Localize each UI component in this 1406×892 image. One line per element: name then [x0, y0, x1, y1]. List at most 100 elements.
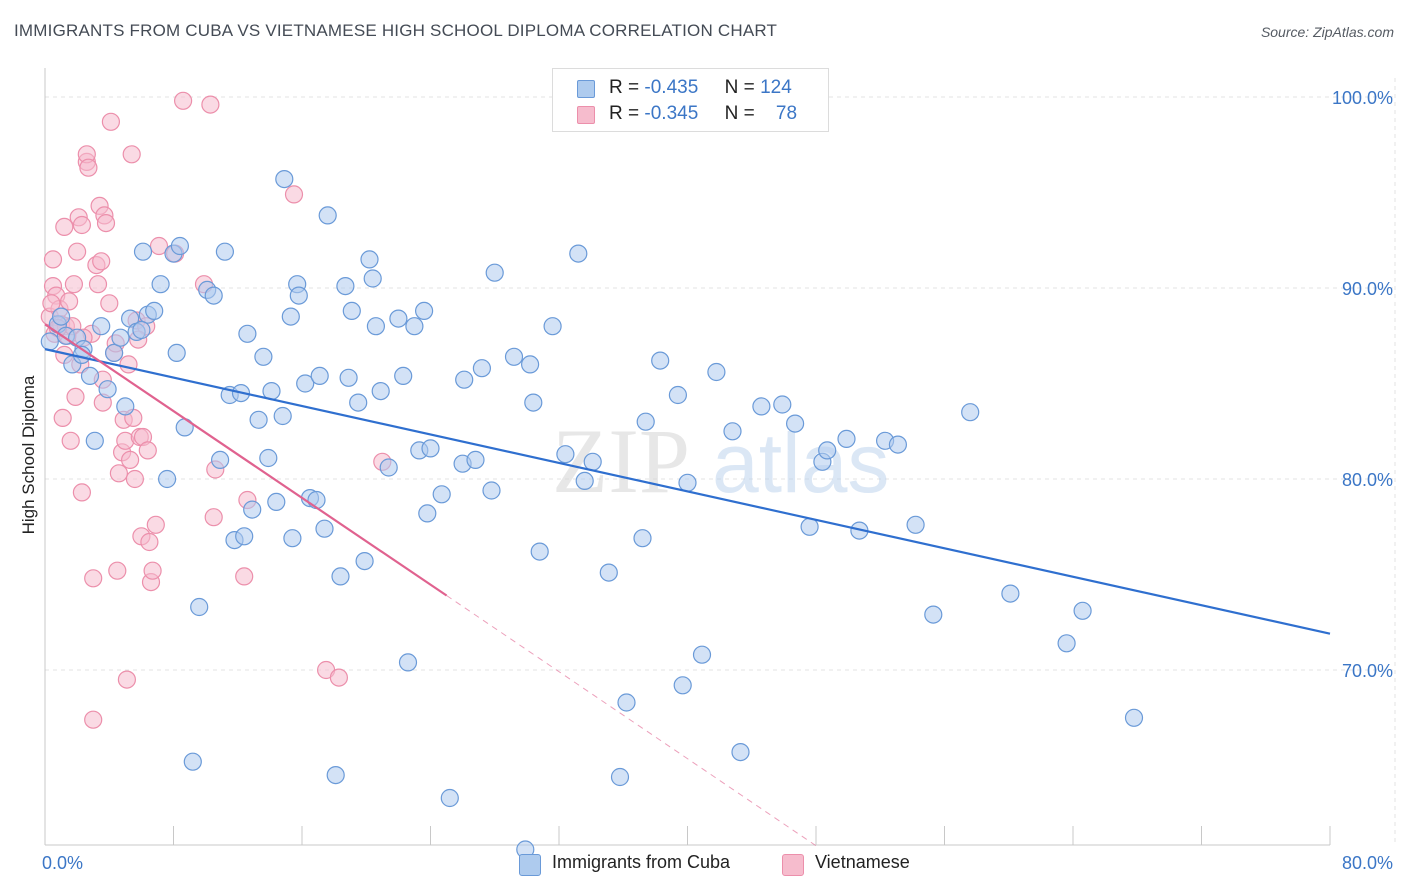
point-cuba — [132, 320, 151, 340]
legend-r-value-cuba: -0.435 — [644, 77, 699, 98]
point-cuba — [116, 397, 135, 416]
point-vietnamese — [101, 112, 121, 131]
point-cuba — [151, 275, 170, 294]
watermark: ZIP atlas — [552, 410, 889, 512]
y-tick-label: 90.0% — [1342, 279, 1393, 299]
point-cuba — [360, 250, 379, 269]
watermark-zip: ZIP — [552, 410, 690, 512]
point-vietnamese — [201, 95, 220, 114]
point-cuba — [307, 490, 326, 510]
y-tick-label: 80.0% — [1342, 470, 1393, 490]
point-vietnamese — [235, 567, 254, 586]
point-cuba — [485, 263, 504, 282]
point-cuba — [1001, 584, 1020, 603]
point-cuba — [398, 653, 418, 672]
point-cuba — [731, 742, 750, 762]
point-cuba — [342, 301, 361, 320]
x-tick-label: 0.0% — [42, 853, 83, 873]
correlation-legend: R = -0.435 N = 124 R = -0.345 N = 78 — [552, 68, 829, 132]
point-cuba — [673, 676, 692, 695]
point-vietnamese — [72, 215, 92, 235]
point-vietnamese — [59, 292, 79, 311]
bottom-legend-swatch-vietnamese — [782, 854, 804, 876]
point-vietnamese — [53, 408, 72, 427]
point-cuba — [418, 504, 437, 523]
point-cuba — [924, 605, 943, 624]
point-vietnamese — [108, 561, 127, 580]
point-vietnamese — [100, 294, 119, 313]
point-cuba — [1073, 601, 1092, 620]
legend-r-value-vietnamese: -0.345 — [644, 103, 699, 124]
point-cuba — [259, 448, 278, 468]
point-cuba — [318, 206, 337, 225]
legend-r-label: R = — [609, 103, 640, 124]
legend-swatch-cuba — [577, 80, 595, 98]
point-vietnamese — [92, 252, 111, 271]
series-cuba — [40, 170, 1144, 859]
point-vietnamese — [121, 450, 140, 469]
bottom-legend-label-cuba: Immigrants from Cuba — [552, 852, 731, 872]
point-cuba — [752, 397, 771, 416]
y-tick-label: 70.0% — [1342, 661, 1393, 681]
point-vietnamese — [88, 275, 108, 294]
point-vietnamese — [84, 710, 103, 729]
point-cuba — [133, 242, 153, 261]
point-cuba — [238, 324, 257, 343]
point-cuba — [283, 529, 302, 548]
point-cuba — [837, 429, 856, 448]
point-vietnamese — [125, 469, 144, 489]
point-vietnamese — [84, 569, 103, 588]
point-cuba — [51, 307, 71, 326]
point-cuba — [394, 366, 413, 385]
point-cuba — [785, 414, 805, 433]
point-cuba — [310, 366, 329, 385]
point-cuba — [466, 450, 485, 469]
point-cuba — [773, 395, 792, 414]
point-cuba — [678, 473, 697, 492]
point-cuba — [599, 563, 618, 582]
point-vietnamese — [122, 145, 141, 164]
legend-n-label: N = — [724, 77, 755, 98]
point-cuba — [617, 693, 636, 712]
point-cuba — [363, 269, 382, 288]
point-cuba — [723, 422, 742, 441]
point-cuba — [633, 529, 652, 548]
point-cuba — [85, 431, 104, 450]
point-cuba — [170, 236, 189, 256]
point-vietnamese — [66, 387, 85, 406]
point-vietnamese — [109, 464, 129, 483]
point-cuba — [504, 347, 524, 366]
point-cuba — [421, 439, 440, 458]
point-cuba — [818, 441, 837, 460]
point-cuba — [145, 301, 164, 320]
point-cuba — [331, 567, 350, 586]
point-cuba — [415, 301, 434, 320]
point-cuba — [339, 368, 358, 387]
point-cuba — [275, 170, 294, 189]
point-cuba — [1057, 634, 1076, 653]
y-tick-label: 100.0% — [1332, 88, 1393, 108]
point-cuba — [366, 317, 385, 336]
point-cuba — [405, 317, 424, 336]
bottom-legend-label-vietnamese: Vietnamese — [815, 852, 910, 872]
point-vietnamese — [42, 294, 61, 313]
point-vietnamese — [174, 91, 193, 110]
point-cuba — [273, 406, 292, 426]
point-vietnamese — [284, 185, 304, 204]
trend-line-vietnamese — [44, 323, 448, 597]
point-cuba — [530, 542, 549, 561]
y-axis-label: High School Diploma — [19, 375, 38, 534]
point-cuba — [235, 527, 254, 546]
point-cuba — [296, 374, 315, 393]
point-cuba — [167, 343, 186, 362]
point-vietnamese — [146, 515, 165, 534]
point-cuba — [355, 551, 374, 571]
point-cuba — [190, 597, 209, 617]
point-cuba — [583, 452, 602, 471]
point-cuba — [906, 515, 925, 534]
point-cuba — [432, 485, 451, 504]
point-cuba — [961, 403, 980, 422]
point-vietnamese — [79, 158, 98, 177]
point-cuba — [379, 458, 398, 477]
